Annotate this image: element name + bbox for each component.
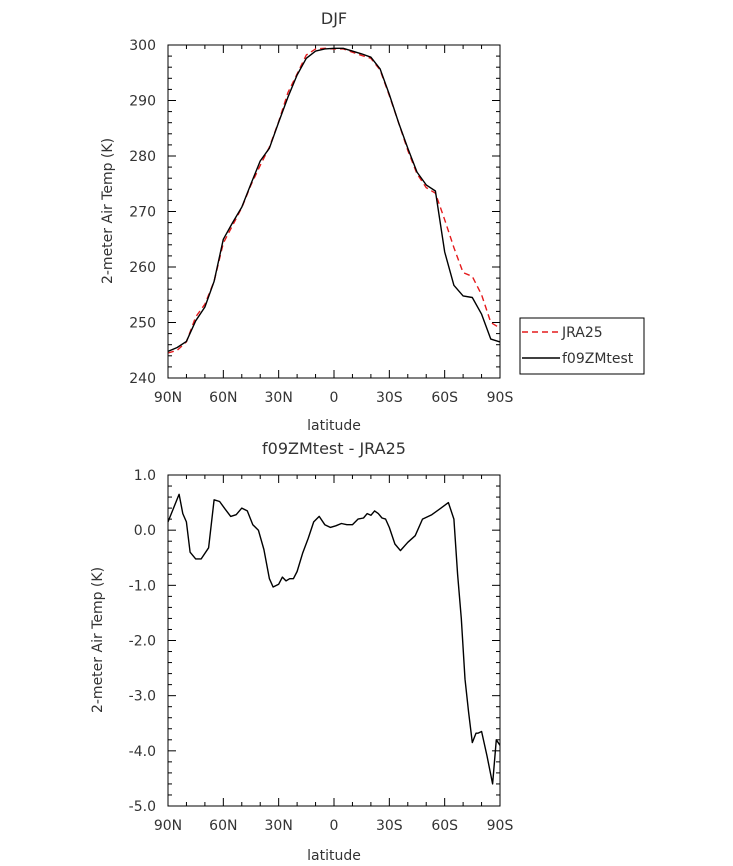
bottom-x-tick-label: 90S bbox=[487, 818, 514, 834]
bottom-y-tick-label: -3.0 bbox=[129, 689, 156, 705]
bottom-x-tick-label: 30S bbox=[376, 818, 403, 834]
bottom-series-line-difference bbox=[167, 493, 501, 785]
top-y-axis-label: 2-meter Air Temp (K) bbox=[100, 138, 116, 284]
top-y-tick-label: 260 bbox=[129, 260, 156, 276]
bottom-panel: f09ZMtest - JRA25 2-meter Air Temp (K) l… bbox=[90, 439, 513, 864]
top-y-tick-label: 290 bbox=[129, 94, 156, 110]
top-panel: DJF 2-meter Air Temp (K) latitude 90N 60N… bbox=[100, 9, 513, 434]
top-y-tick-label: 300 bbox=[129, 38, 156, 54]
bottom-x-tick-label: 60N bbox=[209, 818, 237, 834]
top-x-tick-label: 60S bbox=[431, 390, 458, 406]
top-x-tick-label: 90S bbox=[487, 390, 514, 406]
bottom-y-tick-label: 1.0 bbox=[134, 468, 156, 484]
top-series-line-f09zmtest bbox=[167, 47, 501, 353]
legend-box bbox=[519, 317, 645, 375]
legend: JRA25 f09ZMtest bbox=[519, 317, 645, 375]
top-x-tick-label: 60N bbox=[209, 390, 237, 406]
top-series-line-jra25 bbox=[167, 47, 501, 354]
bottom-y-axis-label: 2-meter Air Temp (K) bbox=[90, 567, 106, 713]
bottom-y-tick-label: 0.0 bbox=[134, 523, 156, 539]
legend-label-f09zmtest: f09ZMtest bbox=[562, 351, 634, 367]
bottom-plot-frame bbox=[167, 474, 501, 807]
bottom-y-tick-label: -5.0 bbox=[129, 799, 156, 815]
bottom-chart-title: f09ZMtest - JRA25 bbox=[262, 439, 406, 458]
legend-label-jra25: JRA25 bbox=[561, 325, 603, 341]
top-x-axis-label: latitude bbox=[307, 418, 361, 434]
bottom-y-tick-label: -2.0 bbox=[129, 634, 156, 650]
top-x-tick-label: 30S bbox=[376, 390, 403, 406]
top-x-tick-label: 0 bbox=[330, 390, 339, 406]
top-plot-frame bbox=[167, 44, 501, 379]
bottom-x-tick-label: 60S bbox=[431, 818, 458, 834]
top-x-tick-label: 30N bbox=[265, 390, 293, 406]
top-x-tick-label: 90N bbox=[154, 390, 182, 406]
bottom-y-tick-label: -4.0 bbox=[129, 744, 156, 760]
bottom-x-tick-label: 30N bbox=[265, 818, 293, 834]
top-y-tick-label: 240 bbox=[129, 371, 156, 387]
bottom-x-axis-label: latitude bbox=[307, 848, 361, 864]
top-y-tick-label: 280 bbox=[129, 149, 156, 165]
top-chart-title: DJF bbox=[321, 9, 347, 28]
top-y-tick-label: 250 bbox=[129, 316, 156, 332]
bottom-x-tick-label: 90N bbox=[154, 818, 182, 834]
bottom-x-tick-label: 0 bbox=[330, 818, 339, 834]
bottom-y-tick-label: -1.0 bbox=[129, 578, 156, 594]
top-y-tick-label: 270 bbox=[129, 205, 156, 221]
